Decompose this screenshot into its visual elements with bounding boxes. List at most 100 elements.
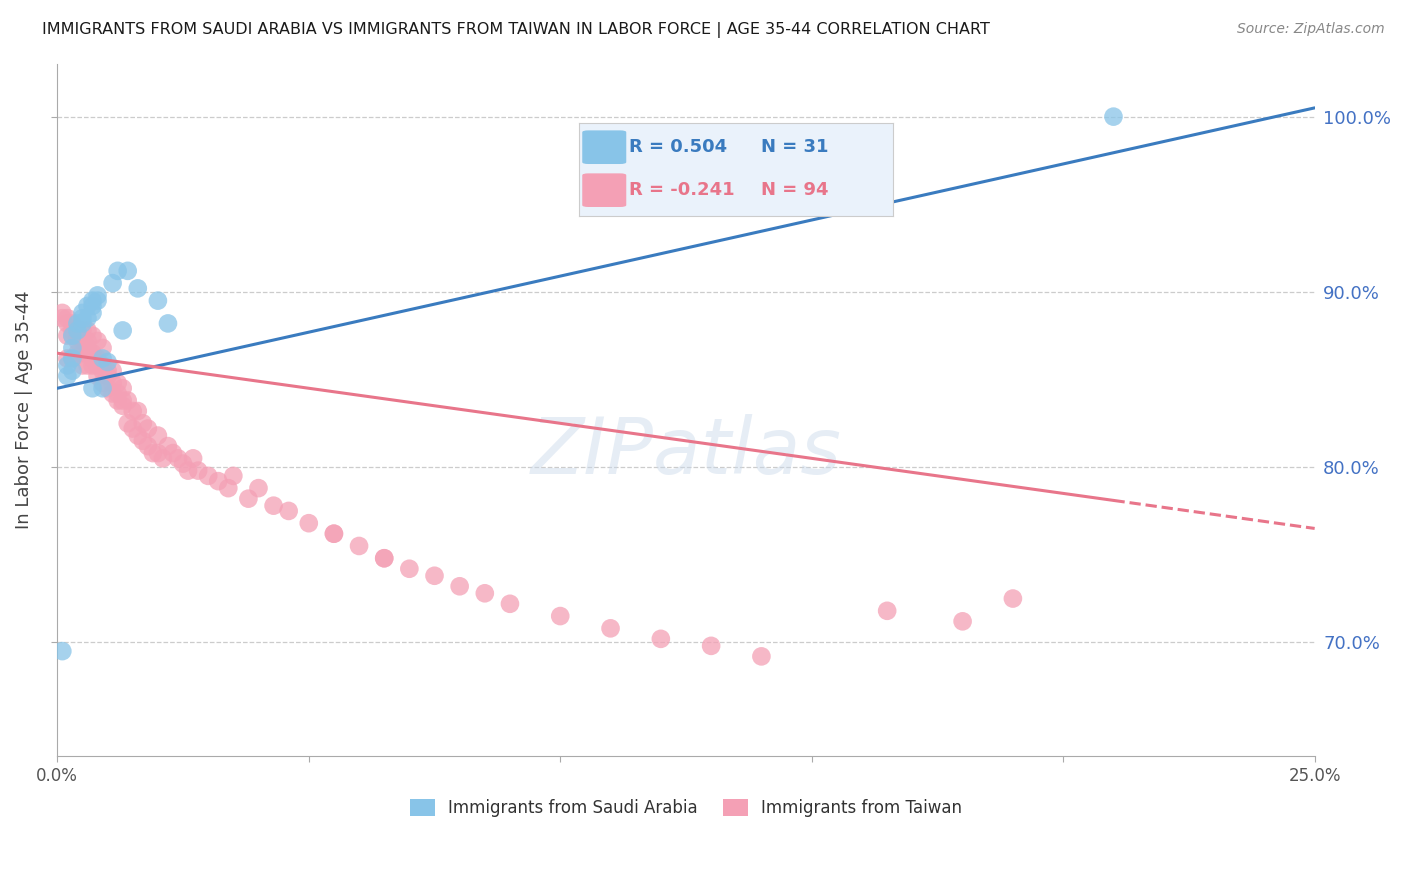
Point xyxy=(548,609,571,624)
Point xyxy=(72,323,94,337)
Point xyxy=(751,649,773,664)
Point xyxy=(91,364,114,378)
Point xyxy=(277,504,299,518)
Point xyxy=(56,369,79,384)
Point xyxy=(187,464,209,478)
Point xyxy=(82,381,104,395)
Point xyxy=(76,346,98,360)
Point xyxy=(60,364,83,378)
Point xyxy=(952,615,974,629)
Point xyxy=(82,351,104,366)
Point xyxy=(177,464,200,478)
Point xyxy=(474,586,496,600)
Point xyxy=(217,481,239,495)
Point xyxy=(121,421,143,435)
Point xyxy=(82,299,104,313)
Point xyxy=(132,417,155,431)
Point xyxy=(66,346,89,360)
Point xyxy=(60,341,83,355)
Point xyxy=(60,323,83,337)
Point xyxy=(599,621,621,635)
Point xyxy=(132,434,155,448)
Point xyxy=(146,293,169,308)
Point xyxy=(247,481,270,495)
Point xyxy=(423,568,446,582)
Point xyxy=(107,386,129,401)
Point xyxy=(82,346,104,360)
Point xyxy=(107,376,129,390)
Point xyxy=(1001,591,1024,606)
Point xyxy=(51,306,73,320)
Point xyxy=(82,306,104,320)
Point xyxy=(162,446,184,460)
Point xyxy=(66,328,89,343)
Point xyxy=(876,604,898,618)
Y-axis label: In Labor Force | Age 35-44: In Labor Force | Age 35-44 xyxy=(15,291,32,530)
Point xyxy=(181,451,204,466)
Point xyxy=(1102,110,1125,124)
Point xyxy=(60,351,83,366)
Point xyxy=(91,381,114,395)
Point xyxy=(146,428,169,442)
Point xyxy=(127,404,149,418)
Point xyxy=(82,359,104,373)
Point xyxy=(97,381,120,395)
Legend: Immigrants from Saudi Arabia, Immigrants from Taiwan: Immigrants from Saudi Arabia, Immigrants… xyxy=(404,793,969,824)
Point xyxy=(111,323,134,337)
Point xyxy=(56,359,79,373)
Point xyxy=(117,393,139,408)
Point xyxy=(323,526,346,541)
Point xyxy=(107,393,129,408)
Point xyxy=(347,539,370,553)
Point xyxy=(117,264,139,278)
Point xyxy=(86,334,108,348)
Point xyxy=(56,351,79,366)
Point xyxy=(76,299,98,313)
Point xyxy=(136,439,159,453)
Point xyxy=(449,579,471,593)
Point xyxy=(82,293,104,308)
Point xyxy=(263,499,285,513)
Point xyxy=(97,364,120,378)
Point xyxy=(72,334,94,348)
Point xyxy=(72,306,94,320)
Point xyxy=(91,359,114,373)
Point xyxy=(66,323,89,337)
Point xyxy=(146,446,169,460)
Point xyxy=(76,311,98,326)
Point xyxy=(76,341,98,355)
Point xyxy=(238,491,260,506)
Point xyxy=(121,404,143,418)
Point xyxy=(86,369,108,384)
Point xyxy=(222,468,245,483)
Point xyxy=(76,334,98,348)
Point xyxy=(101,364,124,378)
Point xyxy=(101,376,124,390)
Point xyxy=(499,597,522,611)
Point xyxy=(66,334,89,348)
Point xyxy=(111,399,134,413)
Point xyxy=(60,317,83,331)
Point xyxy=(86,293,108,308)
Point xyxy=(76,323,98,337)
Point xyxy=(72,359,94,373)
Point xyxy=(82,328,104,343)
Point xyxy=(91,351,114,366)
Point xyxy=(111,381,134,395)
Point xyxy=(86,359,108,373)
Point xyxy=(398,562,420,576)
Point xyxy=(172,457,194,471)
Point xyxy=(101,386,124,401)
Text: IMMIGRANTS FROM SAUDI ARABIA VS IMMIGRANTS FROM TAIWAN IN LABOR FORCE | AGE 35-4: IMMIGRANTS FROM SAUDI ARABIA VS IMMIGRAN… xyxy=(42,22,990,38)
Text: ZIPatlas: ZIPatlas xyxy=(530,414,841,490)
Point xyxy=(107,264,129,278)
Point xyxy=(136,421,159,435)
Point xyxy=(60,351,83,366)
Point xyxy=(86,351,108,366)
Point xyxy=(142,446,165,460)
Point xyxy=(66,317,89,331)
Point xyxy=(60,328,83,343)
Point xyxy=(152,451,174,466)
Point xyxy=(156,317,179,331)
Point xyxy=(56,317,79,331)
